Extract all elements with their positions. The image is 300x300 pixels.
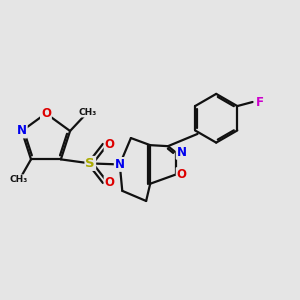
Text: N: N <box>177 146 187 159</box>
Text: N: N <box>17 124 27 137</box>
Text: CH₃: CH₃ <box>9 175 27 184</box>
Text: CH₃: CH₃ <box>79 108 97 117</box>
Text: F: F <box>256 95 264 109</box>
Text: O: O <box>41 107 51 120</box>
Text: O: O <box>105 138 115 151</box>
Text: O: O <box>105 176 115 189</box>
Text: N: N <box>115 158 125 171</box>
Text: O: O <box>177 168 187 181</box>
Text: S: S <box>85 157 95 170</box>
